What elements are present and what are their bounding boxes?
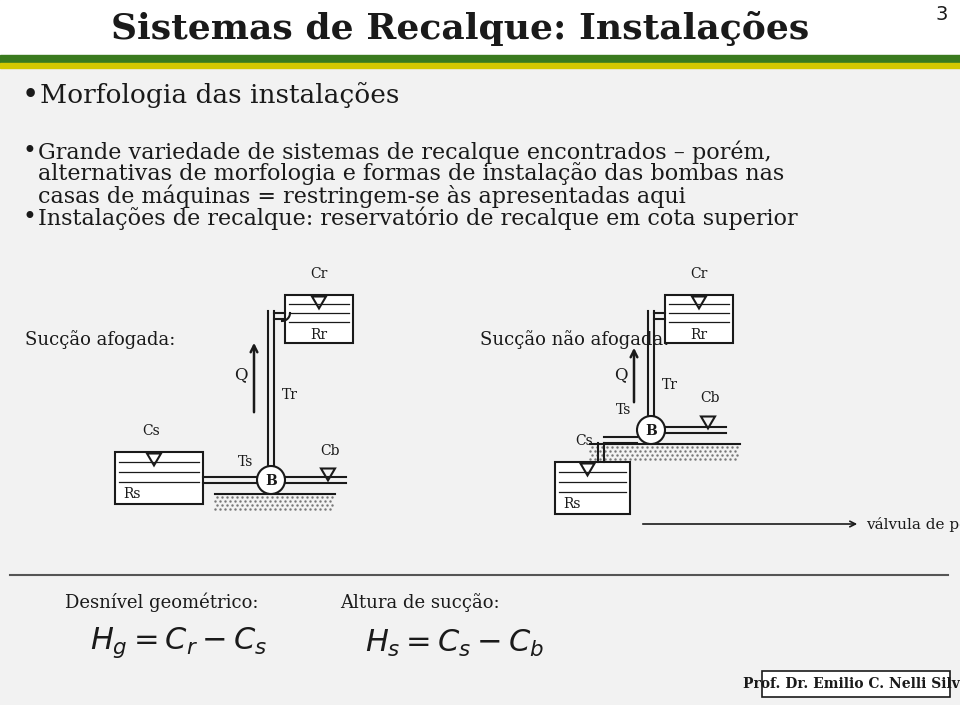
Text: $H_s = C_s - C_b$: $H_s = C_s - C_b$: [365, 627, 544, 658]
Text: Cb: Cb: [700, 391, 719, 405]
Text: Sistemas de Recalque: Instalações: Sistemas de Recalque: Instalações: [110, 11, 809, 46]
Text: 3: 3: [936, 4, 948, 23]
Text: B: B: [265, 474, 276, 488]
Text: Instalações de recalque: reservatório de recalque em cota superior: Instalações de recalque: reservatório de…: [38, 206, 798, 230]
Text: Rs: Rs: [563, 497, 581, 511]
Bar: [0, 55, 960, 63]
Text: Cr: Cr: [690, 267, 708, 281]
Text: •: •: [22, 206, 36, 229]
Text: válvula de pé: válvula de pé: [866, 517, 960, 532]
Text: Altura de sucção:: Altura de sucção:: [340, 593, 499, 612]
Text: Prof. Dr. Emilio C. Nelli Silva: Prof. Dr. Emilio C. Nelli Silva: [743, 677, 960, 691]
Text: Desnível geométrico:: Desnível geométrico:: [65, 593, 258, 613]
Text: Morfologia das instalações: Morfologia das instalações: [40, 82, 399, 108]
Text: $H_g = C_r - C_s$: $H_g = C_r - C_s$: [90, 625, 267, 661]
Bar: [665, 295, 733, 343]
Text: Cs: Cs: [576, 434, 593, 448]
Text: Rr: Rr: [690, 328, 708, 342]
Text: Cr: Cr: [310, 267, 327, 281]
Text: •: •: [22, 82, 39, 110]
Bar: [115, 452, 203, 504]
Bar: [0, 63, 960, 68]
Text: Cb: Cb: [320, 444, 340, 458]
Bar: [0, 0, 960, 55]
Text: Sucção não afogada:: Sucção não afogada:: [480, 330, 669, 349]
Text: Sucção afogada:: Sucção afogada:: [25, 330, 176, 349]
Text: Q: Q: [234, 367, 248, 384]
Circle shape: [257, 466, 285, 494]
Text: Ts: Ts: [238, 455, 253, 469]
Circle shape: [637, 416, 665, 444]
Bar: [555, 462, 630, 514]
Bar: [762, 671, 950, 697]
Text: casas de máquinas = restringem-se às apresentadas aqui: casas de máquinas = restringem-se às apr…: [38, 184, 685, 207]
Text: Rr: Rr: [310, 328, 327, 342]
Text: alternativas de morfologia e formas de instalação das bombas nas: alternativas de morfologia e formas de i…: [38, 162, 784, 185]
Text: Ts: Ts: [615, 403, 631, 417]
Text: Q: Q: [614, 367, 628, 384]
Bar: [285, 295, 353, 343]
Text: Tr: Tr: [282, 388, 298, 402]
Text: Tr: Tr: [662, 378, 678, 392]
Text: Cs: Cs: [142, 424, 160, 438]
Text: Grande variedade de sistemas de recalque encontrados – porém,: Grande variedade de sistemas de recalque…: [38, 140, 772, 164]
Text: B: B: [645, 424, 657, 438]
Text: Rs: Rs: [123, 487, 140, 501]
Text: •: •: [22, 140, 36, 163]
